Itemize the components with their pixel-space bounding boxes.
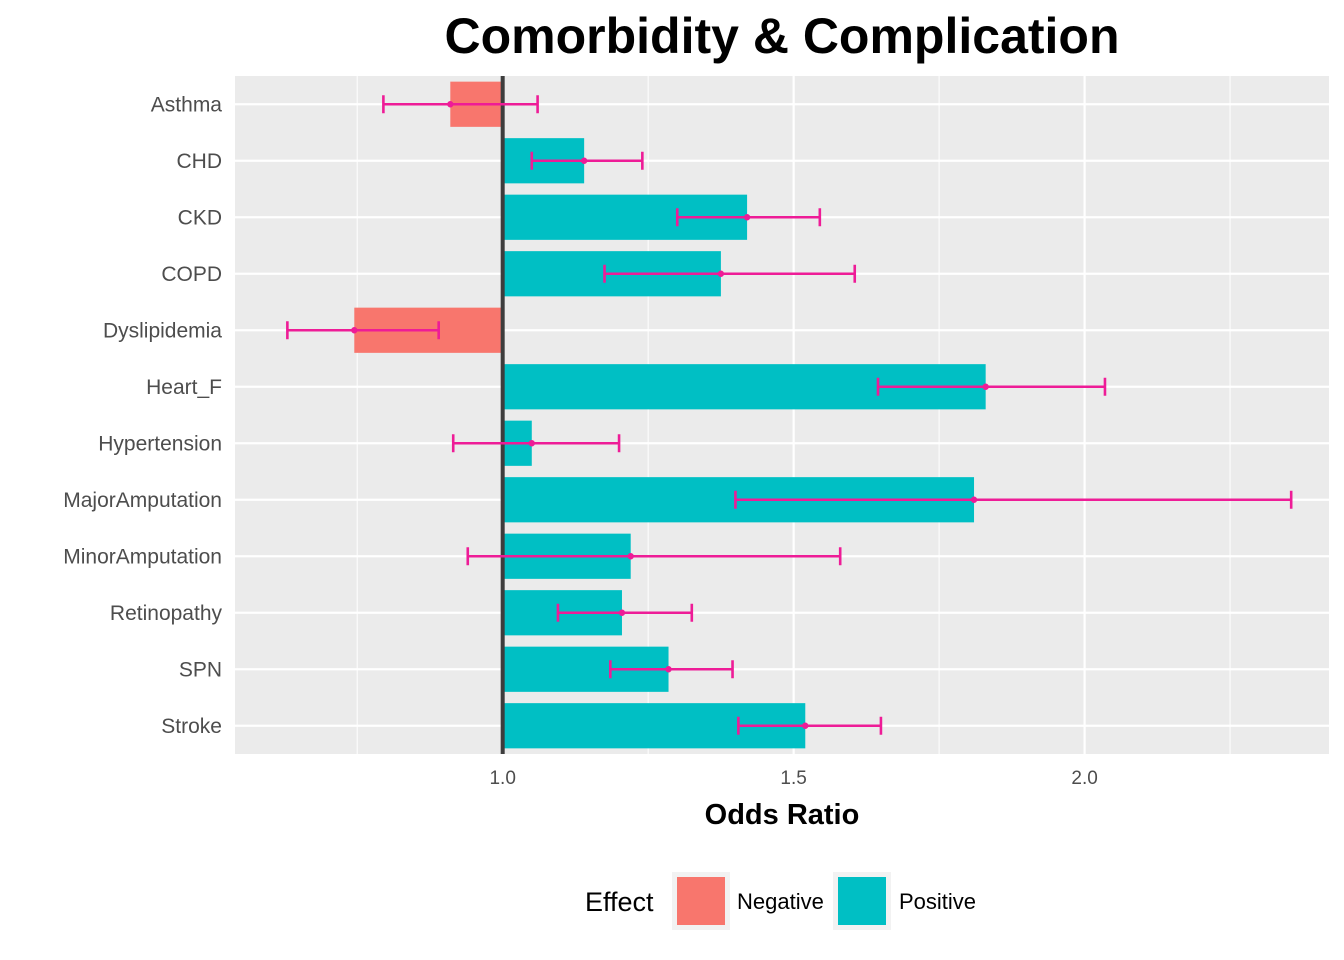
legend: Effect Negative Positive [585,872,976,930]
point-chd [580,157,588,164]
x-axis-labels: 1.0 1.5 2.0 [489,768,1097,789]
y-tick-label-ckd: CKD [178,206,222,229]
y-tick-label-stroke: Stroke [161,715,222,738]
point-copd [717,270,725,277]
point-hypertension [528,440,535,447]
y-tick-label-chd: CHD [177,150,223,173]
y-tick-label-heart-f: Heart_F [146,376,222,399]
y-tick-label-copd: COPD [161,263,222,286]
legend-key-negative [677,877,725,925]
y-tick-label-minoramputation: MinorAmputation [63,545,222,568]
legend-key-positive [838,877,886,925]
y-tick-label-hypertension: Hypertension [98,432,222,455]
point-heart-f [982,383,989,390]
y-tick-label-asthma: Asthma [151,93,223,116]
y-tick-label-retinopathy: Retinopathy [110,602,223,625]
x-tick-label: 2.0 [1071,768,1097,789]
y-tick-label-spn: SPN [179,658,222,681]
point-asthma [447,101,454,108]
y-tick-label-dyslipidemia: Dyslipidemia [103,319,222,342]
point-majoramputation [970,496,978,503]
legend-label-positive: Positive [899,889,976,914]
point-dyslipidemia [351,327,358,334]
error-bars [286,95,1293,735]
chart-title: Comorbidity & Complication [445,8,1120,64]
legend-title: Effect [585,887,654,917]
point-retinopathy [618,609,626,616]
y-tick-label-majoramputation: MajorAmputation [63,489,222,512]
y-axis-labels: Asthma CHD CKD COPD Dyslipidemia Heart_F Hyper… [63,93,222,738]
point-minoramputation [627,553,634,560]
point-ckd [743,214,751,221]
legend-label-negative: Negative [737,889,824,914]
point-spn [665,666,672,673]
x-tick-label: 1.0 [489,768,515,789]
plot-panel [235,76,1329,754]
x-axis-title: Odds Ratio [705,799,860,831]
point-stroke [802,722,809,729]
x-tick-label: 1.5 [780,768,806,789]
